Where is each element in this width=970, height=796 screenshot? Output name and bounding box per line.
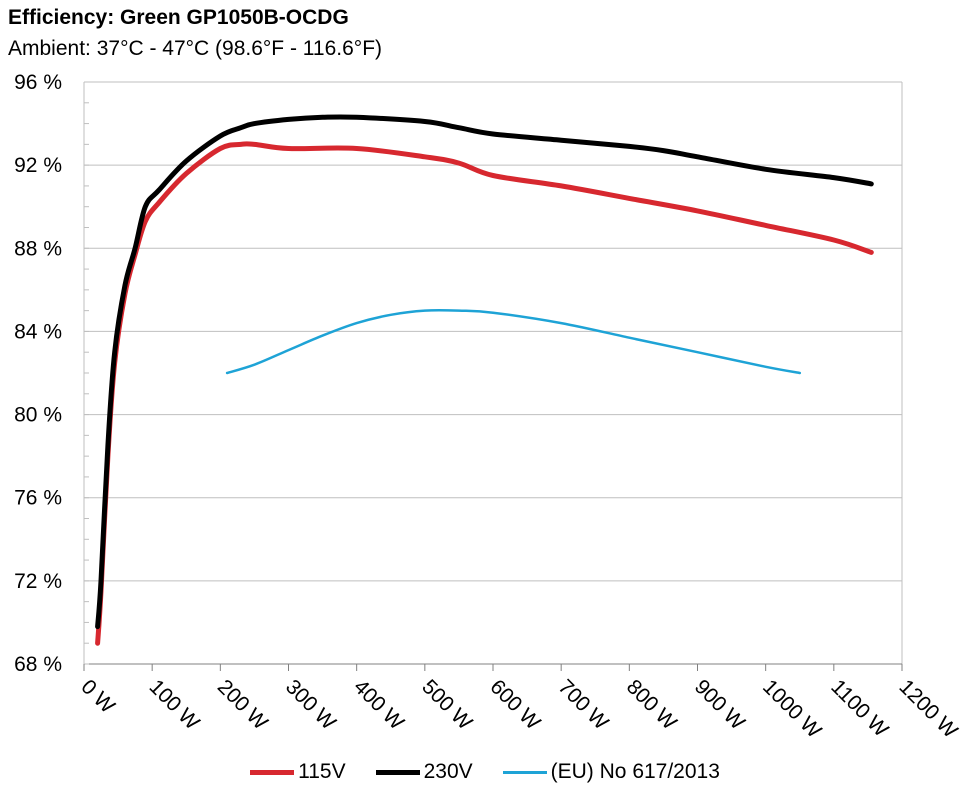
x-tick-label: 100 W	[145, 675, 204, 734]
legend-swatch-230v	[375, 769, 420, 775]
legend-label-230v: 230V	[423, 760, 473, 783]
y-tick-label: 76 %	[14, 487, 62, 510]
legend-swatch-115v	[250, 769, 295, 775]
legend-label-115v: 115V	[298, 760, 346, 783]
y-tick-label: 80 %	[14, 404, 62, 427]
x-tick-label: 900 W	[690, 675, 749, 734]
series-line-eu-standard	[225, 309, 802, 375]
y-tick-label: 84 %	[14, 320, 62, 343]
chart-subtitle: Ambient: 37°C - 47°C (98.6°F - 116.6°F)	[8, 37, 383, 60]
series-line-115v	[95, 141, 874, 646]
y-tick-label: 72 %	[14, 570, 62, 593]
legend: 115V 230V (EU) No 617/2013	[0, 755, 970, 789]
axes	[83, 81, 903, 671]
x-tick-label: 1200 W	[894, 675, 962, 743]
y-tick-labels: 68 % 72 % 76 % 80 % 84 % 88 % 92 % 96 %	[14, 71, 62, 676]
x-tick-label: 500 W	[417, 675, 476, 734]
x-tick-label: 600 W	[485, 675, 544, 734]
legend-item-eu-standard: (EU) No 617/2013	[502, 760, 720, 784]
x-tick-label: 1100 W	[826, 675, 892, 741]
y-tick-label: 68 %	[14, 653, 62, 676]
y-tick-label: 88 %	[14, 237, 62, 260]
x-tick-label: 700 W	[554, 675, 613, 734]
x-tick-label: 1000 W	[758, 675, 826, 743]
legend-item-115v: 115V	[250, 760, 346, 784]
gridlines	[84, 81, 903, 664]
legend-label-eu-standard: (EU) No 617/2013	[550, 760, 720, 783]
legend-swatch-eu-standard	[502, 770, 547, 774]
x-tick-labels: 0 W 100 W 200 W 300 W 400 W 500 W 600 W 700 W 80…	[76, 675, 962, 743]
x-tick-label: 400 W	[349, 675, 408, 734]
x-tick-label: 300 W	[281, 675, 340, 734]
series-line-230v	[95, 114, 874, 630]
chart-title: Efficiency: Green GP1050B-OCDG	[8, 6, 349, 29]
x-tick-label: 0 W	[76, 675, 119, 718]
y-tick-label: 92 %	[14, 154, 62, 177]
x-tick-label: 800 W	[622, 675, 681, 734]
legend-item-230v: 230V	[375, 760, 473, 784]
y-tick-label: 96 %	[14, 71, 62, 94]
x-tick-label: 200 W	[213, 675, 272, 734]
series-lines	[95, 114, 874, 646]
